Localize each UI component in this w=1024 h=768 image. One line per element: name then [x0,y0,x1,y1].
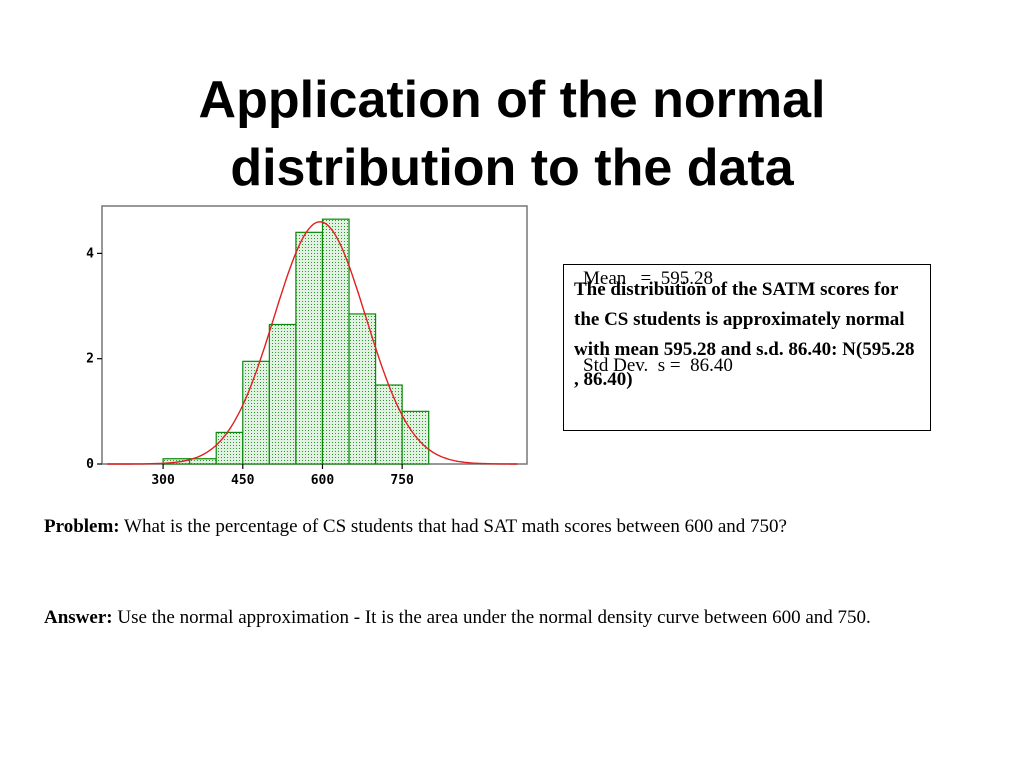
histogram-bar [321,218,350,465]
y-tick-label: 4 [86,246,94,261]
answer-label: Answer: [44,607,113,628]
y-tick-label: 2 [86,352,94,367]
histogram-bar [242,360,270,465]
answer-text: Use the normal approximation - It is the… [112,607,871,628]
x-tick-label: 300 [151,473,175,488]
stats-block: Mean = 595.28 Std Dev. s = 86.40 [583,206,733,409]
histogram-bar [374,384,403,465]
histogram-bar [189,458,217,465]
x-tick-label: 750 [390,473,414,488]
problem-label: Problem: [44,516,120,537]
slide-title-line1: Application of the normal [198,71,826,129]
histogram-bar [268,323,297,465]
y-tick-label: 0 [86,457,94,472]
slide-title: Application of the normal distribution t… [0,66,1024,202]
problem-text: What is the percentage of CS students th… [119,516,787,537]
histogram-bar [295,231,324,465]
x-tick-label: 600 [311,473,335,488]
histogram-bar [401,410,430,465]
histogram-bar [215,431,244,465]
slide-title-line2: distribution to the data [230,139,794,197]
x-tick-label: 450 [231,473,255,488]
normal-curve [107,221,518,465]
mean-line: Mean = 595.28 [583,268,713,289]
summary-box: The distribution of the SATM scores for … [563,264,931,431]
problem-paragraph: Problem: What is the percentage of CS st… [44,512,1024,542]
histogram-chart: 0 2 4 300 450 600 750 [86,205,528,488]
std-dev-line: Std Dev. s = 86.40 [583,355,733,376]
answer-paragraph: Answer: Use the normal approximation - I… [44,603,1024,633]
